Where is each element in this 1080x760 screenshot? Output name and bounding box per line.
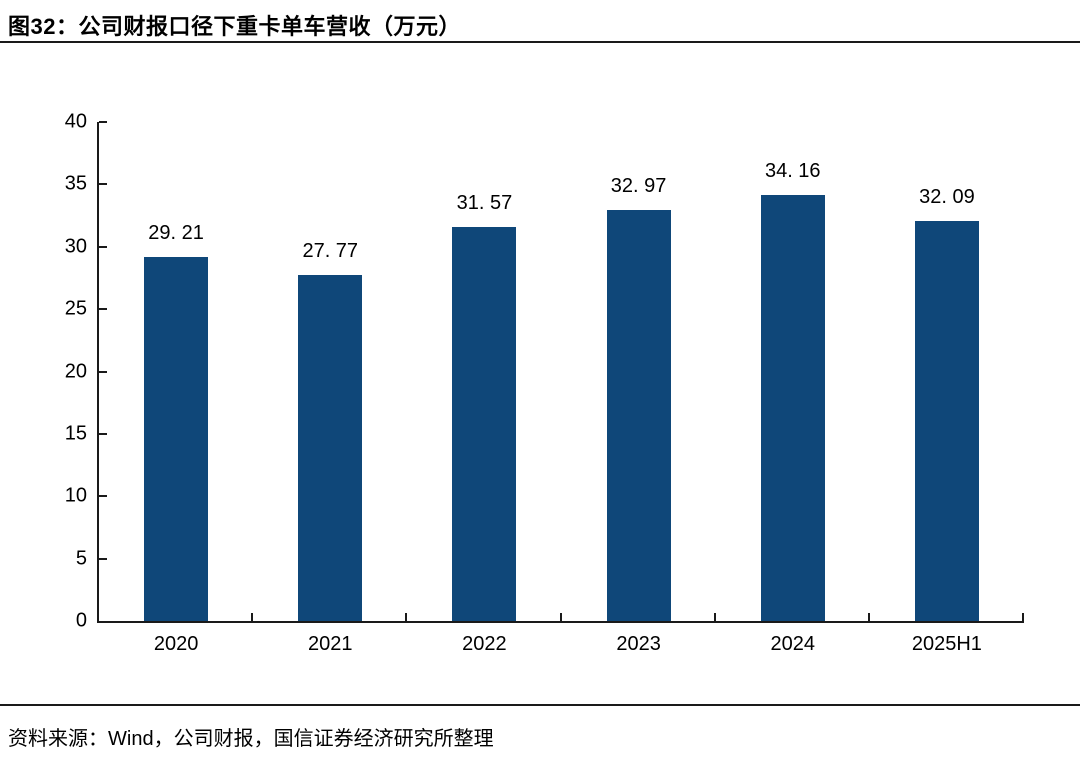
bar-2023 — [606, 209, 671, 621]
y-axis-tick — [99, 245, 107, 248]
bar-value-label: 34. 16 — [764, 159, 821, 182]
y-axis-tick-label: 10 — [64, 484, 87, 507]
x-axis-tick — [405, 613, 408, 621]
x-axis-label-2020: 2020 — [153, 633, 199, 655]
bar-value-label: 32. 97 — [610, 174, 667, 197]
x-axis-label-2024: 2024 — [770, 633, 816, 655]
x-axis-label-2023: 2023 — [616, 633, 661, 655]
x-axis-tick — [559, 613, 562, 621]
y-axis-tick-label: 15 — [64, 422, 87, 445]
figure-title: 图32：公司财报口径下重卡单车营收（万元） — [8, 14, 461, 39]
y-axis-tick — [99, 495, 107, 498]
bar-chart-plot-area: 0 5 10 15 20 25 30 35 40 29. 21 2020 27. 77 2021 31. … — [65, 111, 1024, 655]
bar-2021 — [298, 274, 363, 621]
bar-value-label: 27. 77 — [302, 239, 359, 262]
y-axis-tick — [99, 121, 107, 123]
bar-value-label: 32. 09 — [919, 185, 975, 208]
x-axis-tick — [867, 613, 870, 621]
y-axis-tick-label: 0 — [75, 609, 87, 632]
x-axis-tick — [713, 613, 716, 621]
y-axis-tick-label: 35 — [64, 172, 87, 195]
y-axis-tick-label: 5 — [75, 547, 87, 570]
x-axis-label-2021: 2021 — [308, 633, 353, 655]
y-axis-tick-label: 25 — [64, 297, 87, 320]
bar-2024 — [760, 194, 825, 621]
y-axis-tick-label: 40 — [64, 110, 87, 133]
title-divider — [0, 41, 1080, 43]
bar-2020 — [144, 256, 209, 621]
bar-value-label: 29. 21 — [148, 221, 204, 244]
source-note: 资料来源：Wind，公司财报，国信证券经济研究所整理 — [8, 728, 494, 750]
x-axis-label-2022: 2022 — [462, 633, 507, 655]
y-axis-tick-label: 20 — [64, 360, 87, 382]
x-axis-label-2025H1: 2025H1 — [911, 633, 982, 655]
y-axis-tick — [99, 308, 107, 311]
y-axis-tick — [99, 432, 107, 435]
y-axis-tick — [99, 370, 107, 373]
footer-divider — [0, 704, 1080, 706]
bar-value-label: 31. 57 — [456, 192, 513, 215]
y-axis-tick — [99, 557, 107, 560]
bar-2025H1 — [914, 220, 979, 621]
x-axis-tick — [251, 613, 254, 621]
y-axis-tick-label: 30 — [64, 235, 87, 258]
y-axis-tick — [99, 183, 107, 186]
bar-2022 — [452, 227, 517, 621]
x-axis-tick — [1022, 613, 1024, 621]
